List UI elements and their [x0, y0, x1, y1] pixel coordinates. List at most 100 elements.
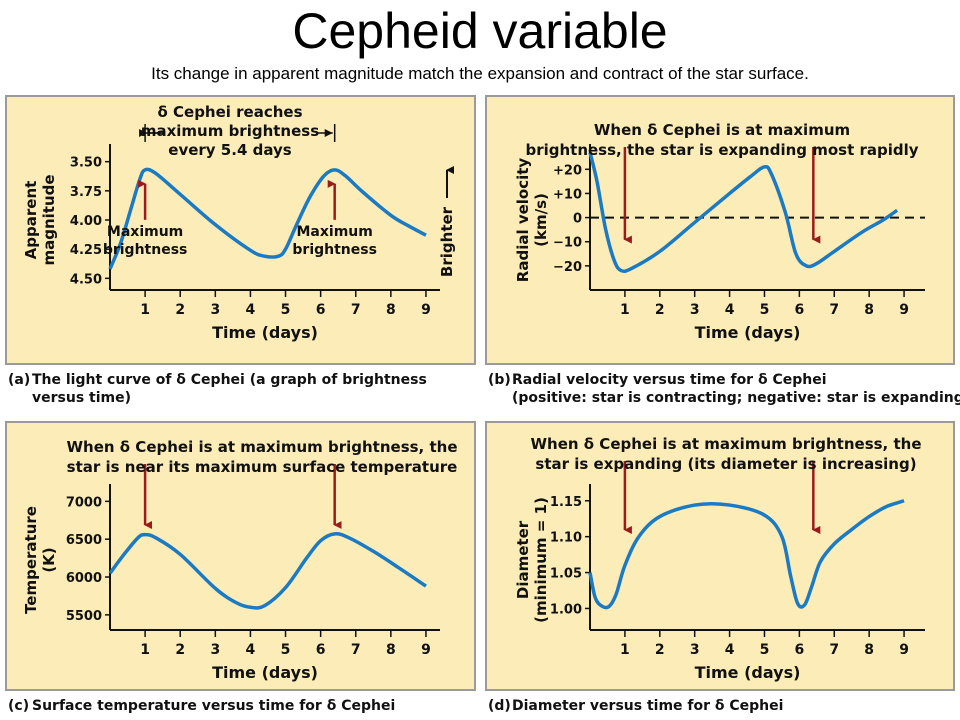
max-brightness-label: brightness: [103, 242, 188, 258]
annotation-text: every 5.4 days: [168, 141, 291, 159]
caption-c: (c) Surface temperature versus time for δ…: [8, 697, 395, 715]
x-tick-label: 1: [140, 642, 150, 658]
caption-tag: (a): [8, 372, 31, 388]
panel-b-radial-velocity: [485, 95, 955, 365]
x-tick-label: 3: [210, 642, 220, 658]
y-tick-label: 4.00: [70, 214, 102, 229]
brighter-label: Brighter: [438, 206, 456, 277]
y-tick-label: 0: [573, 212, 582, 227]
caption-line: (positive: star is contracting; negative…: [512, 390, 960, 406]
x-tick-label: 7: [829, 642, 839, 658]
y-tick-label: 7000: [66, 495, 102, 510]
x-tick-label: 8: [864, 642, 874, 658]
x-tick-label: 2: [655, 642, 665, 658]
x-tick-label: 1: [140, 302, 150, 318]
y-tick-label: 1.00: [550, 602, 582, 617]
y-tick-label: 3.75: [70, 185, 102, 200]
data-curve: [108, 167, 427, 270]
x-tick-label: 1: [620, 642, 630, 658]
x-axis-label: Time (days): [212, 323, 318, 342]
caption-tag: (b): [488, 372, 511, 388]
x-tick-label: 4: [246, 302, 256, 318]
x-tick-label: 6: [316, 302, 326, 318]
panel-d-diameter: [485, 421, 955, 691]
x-tick-label: 5: [281, 302, 291, 318]
y-axis-label: Diameter: [514, 520, 532, 599]
y-axis-label: (minimum = 1): [532, 497, 550, 623]
data-curve: [108, 532, 427, 610]
data-curve: [588, 152, 899, 274]
caption-line: Surface temperature versus time for δ Ce…: [32, 698, 396, 714]
y-tick-label: 1.10: [550, 531, 582, 546]
chart-a: 1 2 3 4 5 6 7 8 9 Time (days) 3.50 3.75 4.00 4.25 4.50…: [22, 103, 456, 342]
page-subtitle: Its change in apparent magnitude match t…: [151, 64, 809, 83]
annotation-text: star is expanding (its diameter is incre…: [535, 455, 916, 473]
y-tick-label: 4.25: [70, 243, 102, 258]
x-tick-label: 9: [421, 642, 431, 658]
x-tick-label: 2: [175, 642, 185, 658]
x-tick-label: 8: [386, 302, 396, 318]
x-tick-label: 5: [760, 642, 770, 658]
y-axis-label: Radial velocity: [514, 158, 532, 283]
x-tick-label: 3: [690, 642, 700, 658]
x-tick-label: 9: [899, 642, 909, 658]
caption-tag: (d): [488, 698, 511, 714]
max-brightness-label: Maximum: [107, 224, 183, 240]
y-tick-label: 1.05: [550, 567, 582, 582]
y-axis-label: Apparent: [22, 181, 40, 260]
x-tick-label: 6: [795, 642, 805, 658]
x-axis-label: Time (days): [212, 663, 318, 682]
chart-d: 1 2 3 4 5 6 7 8 9 Time (days) 1.15 1.10 1.05 1.00 Diam…: [514, 435, 925, 682]
max-brightness-label: brightness: [292, 242, 377, 258]
caption-line: Diameter versus time for δ Cephei: [512, 698, 784, 714]
x-tick-label: 4: [725, 642, 735, 658]
y-axis-label: (km/s): [532, 193, 550, 247]
chart-c: 1 2 3 4 5 6 7 8 9 Time (days) 7000 6500 6000 5500 Temp…: [22, 438, 458, 682]
caption-line: The light curve of δ Cephei (a graph of …: [32, 372, 427, 388]
x-tick-label: 9: [899, 302, 909, 318]
y-tick-label: 1.15: [550, 495, 582, 510]
x-tick-label: 4: [246, 642, 256, 658]
x-tick-label: 7: [351, 642, 361, 658]
x-tick-label: 2: [655, 302, 665, 318]
y-axis-label: magnitude: [40, 174, 58, 265]
y-tick-label: 6000: [66, 571, 102, 586]
x-tick-label: 4: [725, 302, 735, 318]
x-tick-label: 6: [795, 302, 805, 318]
annotation-text: brightness, the star is expanding most r…: [525, 141, 918, 159]
y-tick-label: 4.50: [70, 272, 102, 287]
y-tick-label: 5500: [66, 609, 102, 624]
y-tick-label: −20: [553, 260, 582, 275]
x-tick-label: 6: [316, 642, 326, 658]
annotation-text: δ Cephei reaches: [157, 103, 302, 121]
caption-a: (a) The light curve of δ Cephei (a graph …: [8, 371, 427, 407]
annotation-text: star is near its maximum surface tempera…: [67, 458, 458, 476]
panel-c-temperature: [5, 421, 476, 691]
x-tick-label: 5: [281, 642, 291, 658]
x-tick-label: 9: [421, 302, 431, 318]
x-tick-label: 1: [620, 302, 630, 318]
chart-b: 1 2 3 4 5 6 7 8 9 Time (days) +20 +10 0 −10 −20 Radial …: [514, 121, 925, 342]
x-tick-label: 7: [351, 302, 361, 318]
y-tick-label: +10: [553, 187, 582, 202]
x-tick-label: 5: [760, 302, 770, 318]
y-tick-label: −10: [553, 236, 582, 251]
x-tick-label: 3: [690, 302, 700, 318]
x-tick-label: 8: [386, 642, 396, 658]
y-tick-label: +20: [553, 163, 582, 178]
y-tick-label: 6500: [66, 533, 102, 548]
y-axis-label: (K): [40, 547, 58, 572]
caption-d: (d)Diameter versus time for δ Cephei: [488, 697, 783, 715]
max-brightness-label: Maximum: [297, 224, 373, 240]
annotation-text: When δ Cephei is at maximum brightness, …: [530, 435, 921, 453]
annotation-text: maximum brightness: [141, 122, 319, 140]
x-axis-label: Time (days): [695, 323, 801, 342]
x-tick-label: 3: [210, 302, 220, 318]
caption-tag: (c): [8, 698, 30, 714]
panel-a-light-curve: [5, 95, 476, 365]
page-title: Cepheid variable: [292, 3, 668, 59]
y-tick-label: 3.50: [70, 156, 102, 171]
caption-line: versus time): [32, 390, 132, 406]
x-tick-label: 7: [829, 302, 839, 318]
